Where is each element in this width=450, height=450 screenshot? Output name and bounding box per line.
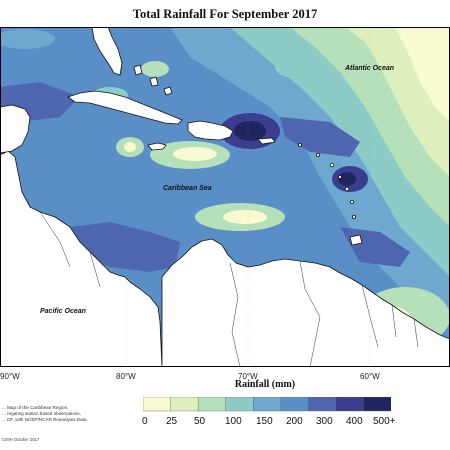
legend-tick: 25 — [166, 416, 178, 427]
rainfall-band-0 — [395, 27, 450, 122]
legend-swatch — [253, 397, 282, 412]
legend-swatch — [143, 397, 172, 412]
legend-swatch — [335, 397, 364, 412]
legend-tick: 150 — [256, 416, 273, 427]
lesser-antilles-island — [344, 186, 350, 192]
lesser-antilles-island — [315, 153, 320, 158]
legend-tick: 400 — [346, 416, 363, 427]
longitude-label-80w: 80°W — [116, 372, 136, 381]
yucatan-land — [0, 104, 31, 154]
legend-swatch — [197, 397, 227, 412]
map-title: Total Rainfall For September 2017 — [132, 7, 318, 21]
caribbean-sea-label: Caribbean Sea — [163, 185, 212, 192]
legend-tick: 50 — [194, 416, 206, 427]
legend-tick: 100 — [225, 416, 242, 427]
south-america-land — [161, 238, 450, 367]
country-borders — [39, 211, 419, 367]
map-caption: ... Map of the Caribbean Region. ... reg… — [2, 405, 132, 423]
legend-tick: 200 — [286, 416, 303, 427]
central-america-land — [0, 150, 163, 367]
atlantic-ocean-label: Atlantic Ocean — [344, 65, 394, 72]
lesser-antilles-island — [297, 143, 302, 148]
legend-swatch — [280, 397, 309, 412]
rainfall-patch-lightest — [223, 210, 267, 224]
rainfall-patch-lightest — [173, 147, 217, 161]
rainfall-belt-dark — [280, 117, 360, 157]
rainfall-blob-darkest — [338, 172, 356, 186]
bahamas-land — [149, 76, 159, 87]
legend-tick: 300 — [316, 416, 333, 427]
legend-swatch — [225, 397, 254, 412]
lesser-antilles-island — [351, 214, 356, 219]
credit-text: CIMH October 2017 — [2, 437, 40, 442]
legend-tick: 0 — [142, 416, 148, 427]
bahamas-land — [133, 64, 143, 76]
land-masses — [0, 27, 450, 367]
florida-land — [91, 27, 123, 76]
trinidad-land — [349, 234, 363, 246]
bahamas-land — [163, 86, 173, 96]
rainfall-patch-lightest — [124, 142, 136, 152]
longitude-label-60w: 60°W — [360, 372, 380, 381]
caption-line: ... Map of the Caribbean Region. — [2, 405, 69, 410]
longitude-label-90w: 90°W — [0, 372, 20, 381]
legend-swatch — [363, 397, 391, 412]
legend-tick: 500+ — [373, 416, 396, 427]
lesser-antilles-island — [349, 199, 354, 204]
longitude-label-70w: 70°W — [238, 372, 258, 381]
puerto-rico-land — [257, 137, 276, 145]
lesser-antilles-island — [337, 174, 342, 179]
rainfall-patch-light — [141, 61, 169, 77]
rainfall-legend — [143, 397, 391, 412]
legend-swatch — [170, 397, 199, 412]
rainfall-patch-light — [0, 29, 55, 49]
cuba-land — [67, 90, 183, 125]
rainfall-blob-darkest — [234, 121, 266, 141]
pacific-ocean-label: Pacific Ocean — [40, 308, 86, 315]
rainfall-map: Atlantic Ocean Caribbean Sea Pacific Oce… — [0, 27, 450, 367]
rainfall-patch-light — [275, 55, 325, 79]
legend-title: Rainfall (mm) — [234, 379, 296, 390]
caption-line: ... regating station based observations, — [2, 411, 81, 416]
legend-swatch — [308, 397, 337, 412]
hispaniola-land — [187, 120, 234, 141]
lesser-antilles-island — [329, 162, 335, 168]
jamaica-land — [147, 142, 167, 151]
caption-line: ... DF, with NCEP/NCAR Reanalysis Data. — [2, 417, 88, 422]
